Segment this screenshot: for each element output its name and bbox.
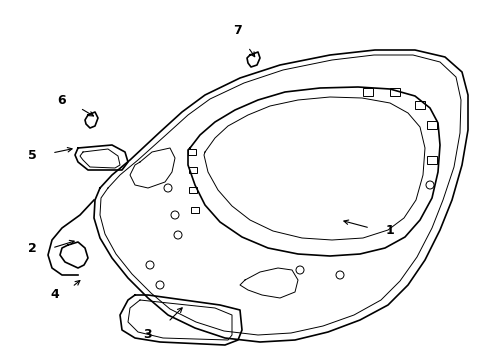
Bar <box>362 88 372 96</box>
Bar <box>187 149 196 155</box>
Bar <box>191 207 199 213</box>
Text: 6: 6 <box>58 94 66 107</box>
Bar <box>426 156 436 164</box>
Text: 3: 3 <box>143 328 152 342</box>
Bar <box>414 101 424 109</box>
Bar <box>389 88 399 96</box>
Text: 7: 7 <box>233 23 242 36</box>
Bar <box>189 167 197 173</box>
Text: 2: 2 <box>27 242 36 255</box>
Bar <box>426 121 436 129</box>
Text: 5: 5 <box>27 149 36 162</box>
Text: 4: 4 <box>51 288 59 302</box>
Text: 1: 1 <box>385 224 393 237</box>
Bar <box>189 187 197 193</box>
